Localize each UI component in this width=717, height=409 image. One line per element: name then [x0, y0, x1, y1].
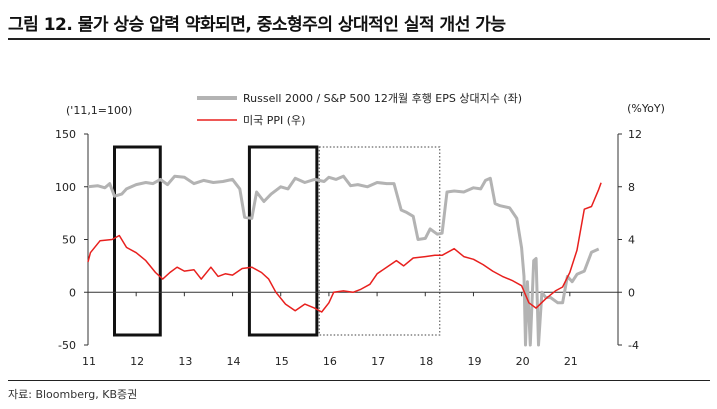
- right-tick-label: 12: [628, 128, 642, 141]
- left-axis-unit: ('11,1=100): [66, 104, 132, 117]
- series-layer: [87, 174, 602, 347]
- series-russell-line: [87, 174, 600, 347]
- x-tick-label: 16: [323, 355, 337, 368]
- left-tick-label: 0: [69, 286, 76, 299]
- legend-label-ppi: 미국 PPI (우): [243, 114, 305, 127]
- legend: Russell 2000 / S&P 500 12개월 후행 EPS 상대지수 …: [197, 92, 522, 127]
- right-tick-label: 8: [628, 181, 635, 194]
- x-tick-label: 19: [467, 355, 481, 368]
- x-tick-label: 17: [371, 355, 385, 368]
- legend-label-russell: Russell 2000 / S&P 500 12개월 후행 EPS 상대지수 …: [243, 92, 522, 105]
- highlight-box: [318, 146, 441, 336]
- chart: 150 100 50 0 -50 12 8 4 0 -4 11 12 13 14 15 16 17 18 19 20 2…: [55, 92, 665, 368]
- title-rule: [8, 38, 710, 40]
- highlight-box: [247, 145, 319, 337]
- left-tick-label: 50: [62, 234, 76, 247]
- highlight-box: [113, 145, 162, 337]
- right-tick-label: 0: [628, 286, 635, 299]
- x-tick-label: 15: [275, 355, 289, 368]
- x-tick-label: 14: [227, 355, 241, 368]
- right-tick-label: -4: [628, 339, 639, 352]
- axes: 150 100 50 0 -50 12 8 4 0 -4 11 12 13 14 15 16 17 18 19 20 2…: [55, 102, 665, 368]
- x-tick-label: 21: [564, 355, 578, 368]
- left-tick-label: 100: [55, 181, 76, 194]
- x-tick-label: 11: [82, 355, 96, 368]
- x-tick-label: 20: [516, 355, 530, 368]
- x-tick-label: 13: [178, 355, 192, 368]
- source-note: 자료: Bloomberg, KB증권: [8, 388, 138, 401]
- source-rule: [8, 380, 710, 381]
- series-ppi-line: [87, 182, 602, 313]
- left-tick-label: 150: [55, 128, 76, 141]
- x-tick-label: 18: [419, 355, 433, 368]
- left-tick-label: -50: [58, 339, 76, 352]
- figure-title: 그림 12. 물가 상승 압력 약화되면, 중소형주의 상대적인 실적 개선 가…: [8, 15, 506, 35]
- right-axis-unit: (%YoY): [627, 102, 665, 115]
- highlight-boxes: [113, 145, 441, 337]
- x-tick-label: 12: [130, 355, 144, 368]
- right-tick-label: 4: [628, 234, 635, 247]
